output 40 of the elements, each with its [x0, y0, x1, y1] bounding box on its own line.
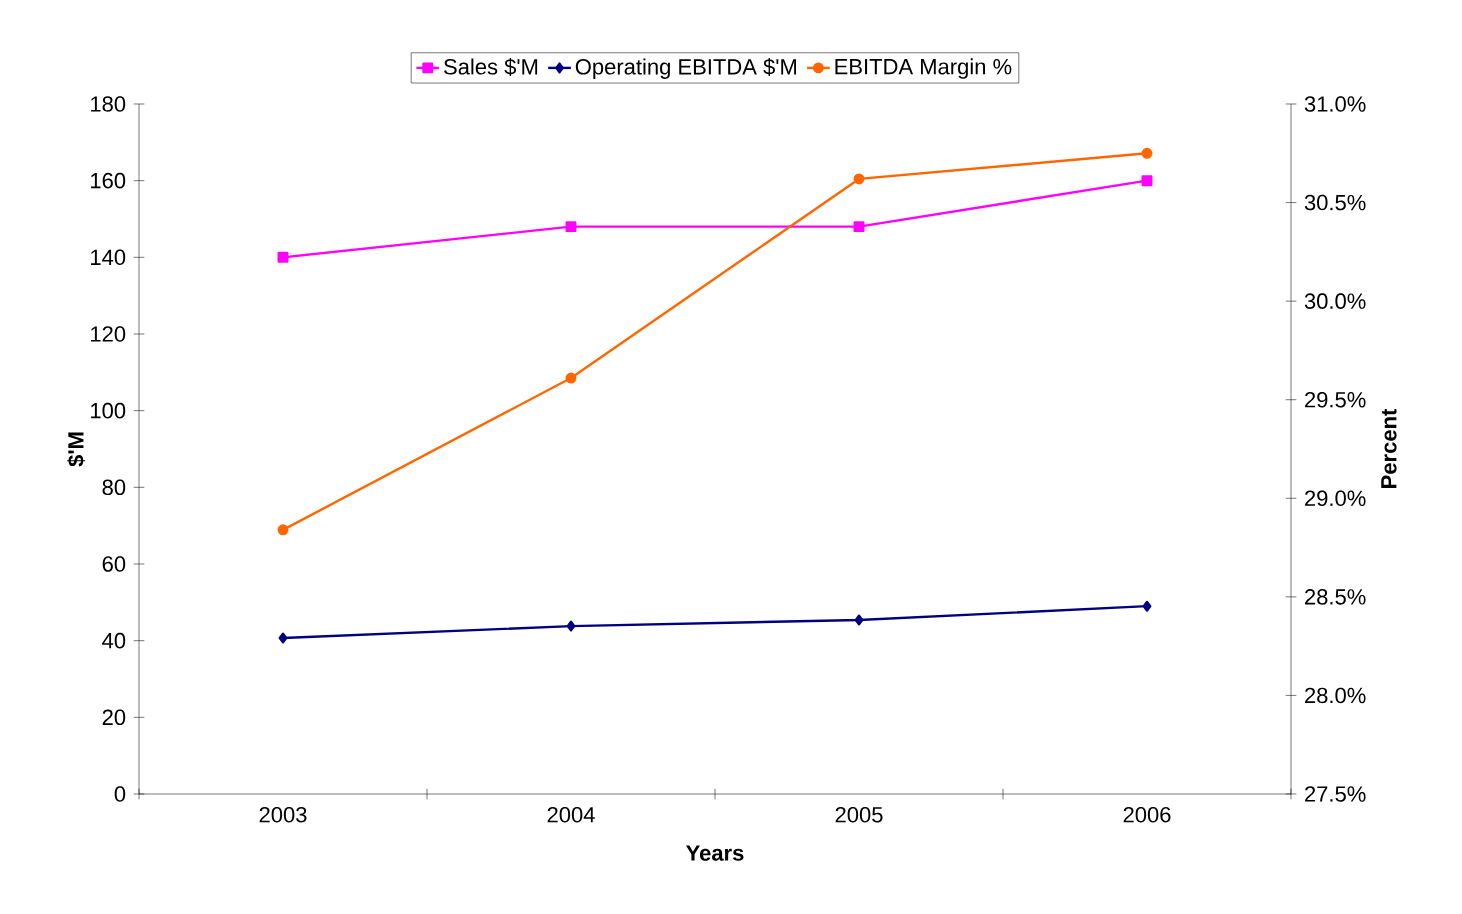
x-axis-title: Years	[686, 845, 744, 861]
y-tick-label: 100	[91, 402, 126, 419]
x-tick-label: 2004	[547, 806, 595, 823]
x-tick-label: 2006	[1123, 806, 1171, 823]
y-tick-label: 80	[102, 479, 126, 496]
point	[277, 251, 289, 263]
point	[1142, 600, 1152, 612]
y2-tick-label: 29.0%	[1305, 490, 1366, 507]
y2-tick-label: 27.5%	[1305, 786, 1366, 802]
y-tick-label: 180	[91, 96, 126, 112]
y2-tick-label: 28.5%	[1305, 589, 1366, 605]
y-axis-title: $'M	[67, 432, 86, 467]
legend-label: Operating EBITDA $'M	[575, 58, 796, 79]
y-tick-label: 140	[91, 249, 126, 266]
point	[853, 173, 865, 185]
y-tick-label: 120	[91, 326, 126, 342]
y2-tick-label: 31.0%	[1304, 96, 1366, 112]
y2-axis-title: Percent	[1381, 408, 1397, 488]
x-tick-label: 2005	[835, 806, 883, 823]
point	[1141, 175, 1153, 187]
y2-tick-label: 28.0%	[1305, 687, 1366, 704]
point	[854, 614, 864, 626]
legend-label: Sales $'M	[444, 58, 538, 76]
x-tick-label: 2003	[259, 806, 307, 823]
point	[278, 632, 288, 644]
y2-tick-label: 30.0%	[1304, 293, 1366, 309]
y-tick-label: 20	[102, 709, 126, 726]
legend-label: EBITDA Margin %	[835, 58, 1012, 79]
y2-tick-label: 30.5%	[1304, 194, 1366, 211]
y-tick-label: 40	[102, 632, 126, 649]
point	[565, 221, 577, 233]
point	[565, 372, 577, 384]
point	[853, 221, 865, 233]
y-tick-label: 60	[102, 556, 126, 572]
y-tick-label: 0	[114, 786, 126, 802]
point	[277, 524, 289, 536]
y2-tick-label: 29.5%	[1305, 391, 1366, 408]
point	[1141, 147, 1153, 159]
point	[566, 620, 576, 632]
y-tick-label: 160	[91, 172, 126, 189]
